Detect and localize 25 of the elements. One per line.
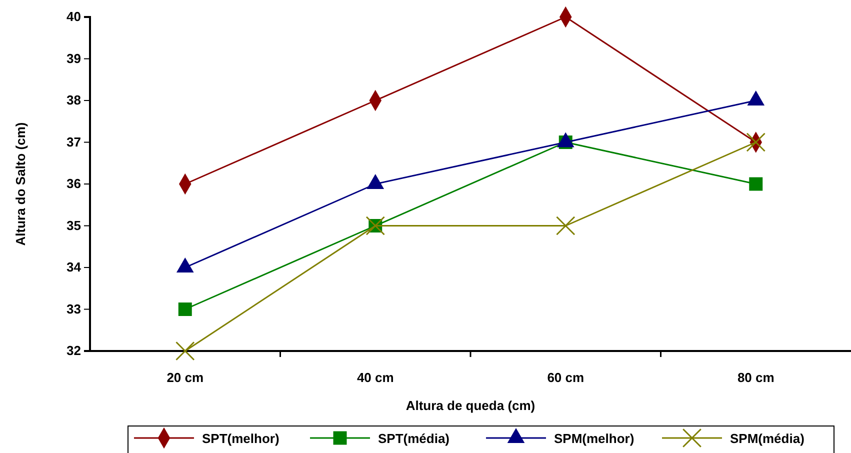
y-tick-label: 37 xyxy=(66,134,81,150)
point xyxy=(556,216,576,236)
y-tick-label: 33 xyxy=(66,301,81,316)
point xyxy=(746,132,766,152)
legend-label: SPM(melhor) xyxy=(554,431,634,446)
x-tick-label: 40 cm xyxy=(356,370,394,386)
legend-label: SPT(melhor) xyxy=(202,431,280,446)
y-tick-label: 36 xyxy=(66,176,81,192)
y-tick-label: 39 xyxy=(66,50,81,66)
legend-label: SPM(média) xyxy=(730,431,804,446)
y-axis-title: Altura do Salto (cm) xyxy=(13,122,28,246)
y-tick-label: 34 xyxy=(66,260,82,275)
x-axis-title: Altura de queda (cm) xyxy=(406,398,536,413)
y-tick-label: 35 xyxy=(66,218,81,233)
point xyxy=(749,177,763,191)
x-tick-label: 20 cm xyxy=(166,370,204,386)
point xyxy=(175,341,195,361)
point xyxy=(178,302,192,316)
y-tick-label: 40 xyxy=(66,9,81,24)
legend-label: SPT(média) xyxy=(378,431,450,446)
y-tick-label: 32 xyxy=(66,343,81,358)
y-tick-label: 38 xyxy=(66,92,81,108)
x-tick-label: 80 cm xyxy=(737,370,774,386)
x-tick-label: 60 cm xyxy=(547,370,584,386)
point xyxy=(366,216,386,236)
